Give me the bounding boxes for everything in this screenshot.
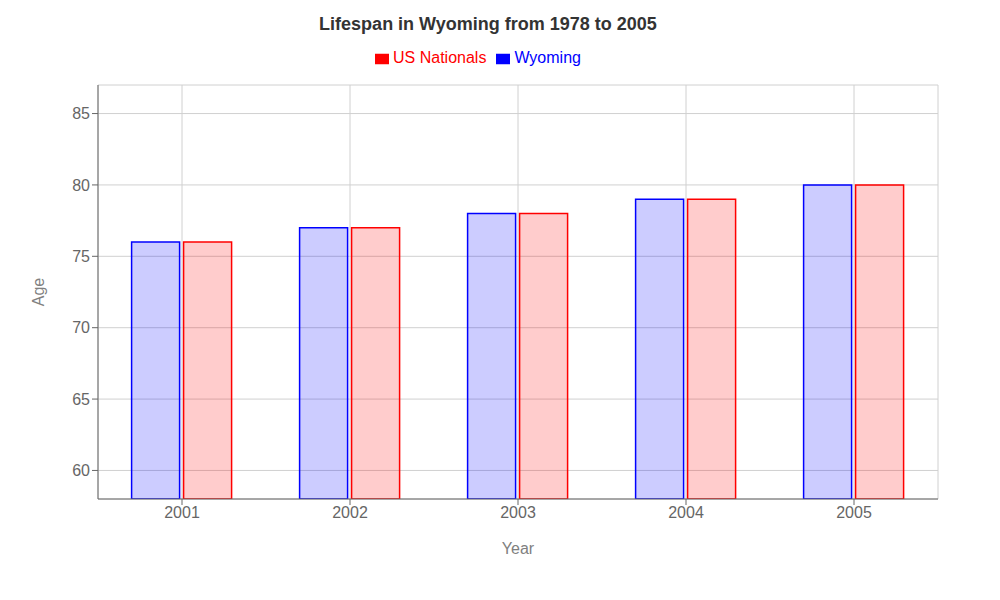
svg-text:2002: 2002	[332, 504, 368, 521]
svg-text:2001: 2001	[164, 504, 200, 521]
svg-text:2004: 2004	[668, 504, 704, 521]
svg-text:2003: 2003	[500, 504, 536, 521]
svg-text:60: 60	[72, 462, 90, 479]
svg-text:85: 85	[72, 105, 90, 122]
svg-text:Age: Age	[30, 278, 47, 307]
html-text:US Nationals: US Nationals	[393, 49, 487, 66]
svg-text:2005: 2005	[836, 504, 872, 521]
svg-text:65: 65	[72, 391, 90, 408]
svg-text:Year: Year	[502, 540, 535, 557]
html-text:Wyoming: Wyoming	[514, 49, 581, 66]
svg-text:80: 80	[72, 177, 90, 194]
svg-text:75: 75	[72, 248, 90, 265]
html-text:Lifespan in Wyoming from 1978: Lifespan in Wyoming from 1978 to 2005	[319, 14, 657, 34]
svg-text:70: 70	[72, 319, 90, 336]
